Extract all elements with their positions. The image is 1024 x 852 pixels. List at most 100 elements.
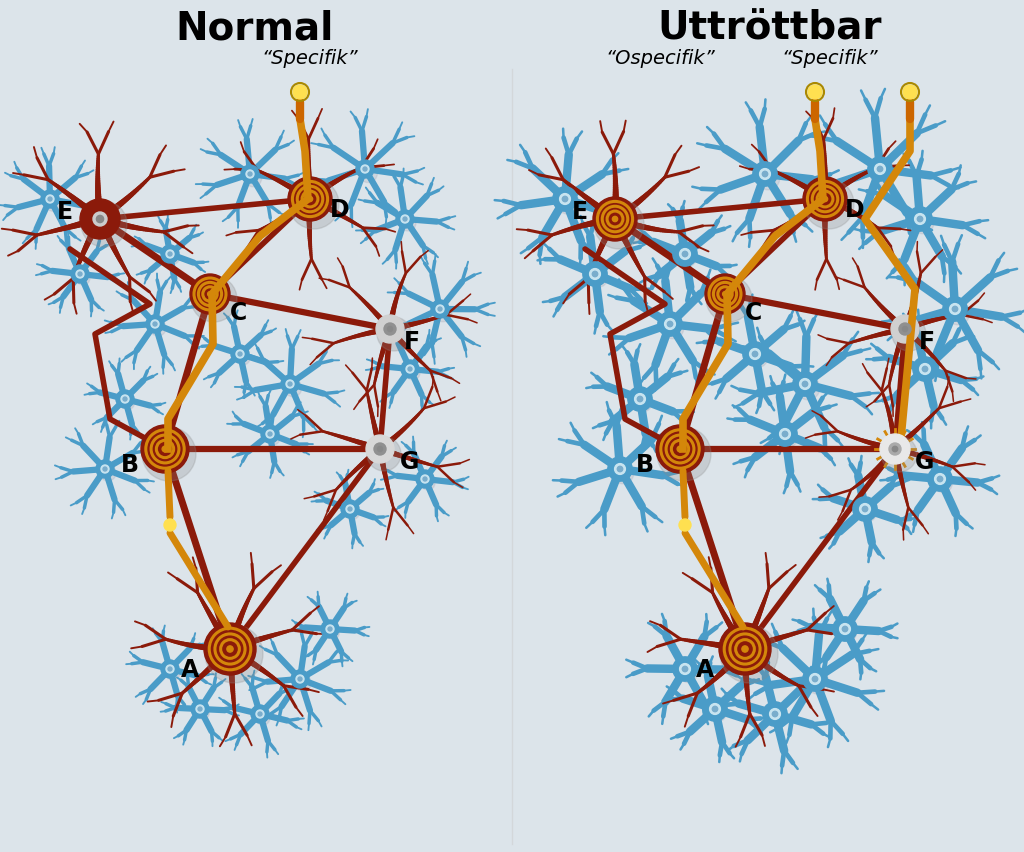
Circle shape [612,463,634,484]
Circle shape [753,352,758,357]
Circle shape [937,477,943,482]
Text: G: G [915,450,935,474]
Circle shape [197,707,209,719]
Circle shape [723,292,727,297]
Circle shape [208,292,212,297]
Circle shape [868,158,892,182]
Circle shape [934,474,952,492]
Circle shape [903,86,918,100]
Circle shape [881,436,918,473]
Circle shape [779,429,791,440]
Circle shape [719,624,771,675]
Circle shape [121,395,129,404]
Circle shape [227,646,233,653]
Circle shape [236,350,244,359]
Circle shape [161,660,179,678]
Circle shape [772,711,777,717]
Circle shape [285,380,302,397]
Circle shape [742,343,767,366]
Circle shape [773,423,797,446]
Circle shape [593,198,637,242]
Circle shape [367,437,401,471]
Circle shape [161,245,179,263]
Text: A: A [181,657,199,682]
Circle shape [946,302,970,325]
Circle shape [366,435,394,463]
Circle shape [362,168,367,172]
Circle shape [268,433,272,436]
Circle shape [400,216,416,232]
Circle shape [346,505,354,514]
Circle shape [919,364,937,383]
Circle shape [151,320,159,329]
Circle shape [434,305,452,322]
Text: C: C [229,301,247,325]
Text: G: G [400,450,420,474]
Circle shape [891,315,919,343]
Circle shape [594,199,644,250]
Circle shape [204,624,256,675]
Circle shape [374,444,386,456]
Circle shape [281,376,299,394]
Circle shape [680,664,690,675]
Circle shape [396,210,414,228]
Circle shape [880,435,910,464]
Circle shape [870,161,896,187]
Circle shape [810,674,820,685]
Circle shape [800,379,810,390]
Circle shape [431,301,449,319]
Circle shape [191,700,209,718]
Circle shape [943,297,967,322]
Circle shape [326,625,334,633]
Text: D: D [330,198,350,222]
Circle shape [592,272,598,278]
Circle shape [657,313,682,337]
Circle shape [295,675,311,692]
Circle shape [153,323,157,326]
Circle shape [321,620,339,638]
Circle shape [682,666,688,672]
Circle shape [100,465,116,481]
Circle shape [918,217,923,222]
Circle shape [41,191,59,209]
Circle shape [296,675,304,683]
Circle shape [612,217,617,222]
Circle shape [656,425,705,474]
Circle shape [406,366,414,373]
Circle shape [421,475,429,483]
Circle shape [401,360,419,378]
Circle shape [892,446,898,452]
Circle shape [376,315,404,343]
Circle shape [706,277,752,323]
Circle shape [293,86,307,100]
Circle shape [258,712,262,717]
Circle shape [378,447,383,452]
Circle shape [859,504,870,515]
Circle shape [920,364,931,375]
Circle shape [741,646,749,653]
Circle shape [682,252,688,257]
Circle shape [673,243,697,267]
Circle shape [562,197,567,203]
Circle shape [103,468,106,471]
Text: Normal: Normal [176,9,334,47]
Circle shape [797,377,820,400]
Circle shape [908,208,932,232]
Circle shape [952,307,957,313]
Circle shape [608,458,632,481]
Circle shape [93,213,106,227]
Circle shape [141,425,189,474]
Circle shape [892,318,926,352]
Circle shape [590,269,600,280]
Circle shape [679,664,697,682]
Circle shape [802,382,808,388]
Circle shape [928,467,952,492]
Circle shape [46,196,54,204]
Circle shape [48,198,52,202]
Circle shape [142,428,196,481]
Circle shape [874,164,886,176]
Circle shape [559,194,570,205]
Circle shape [436,306,444,314]
Circle shape [843,626,848,632]
Circle shape [680,250,696,268]
